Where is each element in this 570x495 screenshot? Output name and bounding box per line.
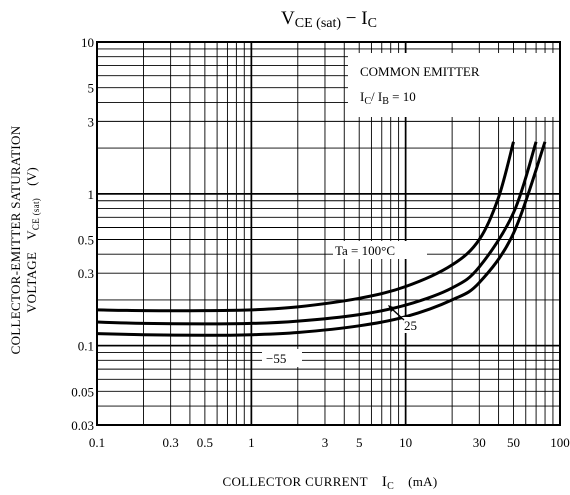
leader-25 [391, 308, 405, 321]
series-label-m55: −55 [266, 351, 286, 366]
x-tick-label: 5 [356, 435, 363, 450]
y-tick-label: 0.3 [78, 266, 94, 281]
series-label-ta100: Ta = 100°C [335, 243, 395, 258]
series-curves [96, 141, 547, 337]
x-tick-label: 100 [550, 435, 570, 450]
plot-frame [96, 41, 561, 426]
series-line-2 [96, 141, 547, 337]
y-tick-labels: 10 5 3 1 0.5 0.3 0.1 0.05 0.03 [71, 35, 94, 433]
y-tick-label: 0.03 [71, 418, 94, 433]
y-axis-label-line1: COLLECTOR-EMITTER SATURATION [8, 125, 23, 354]
series-labels: Ta = 100°C 25 −55 [262, 241, 427, 367]
y-tick-label: 5 [88, 81, 95, 96]
label-m55-bg [262, 349, 302, 367]
leader-25-arrow [388, 305, 396, 312]
y-tick-label: 10 [81, 35, 94, 50]
y-axis-label: COLLECTOR-EMITTER SATURATION VOLTAGEVCE … [8, 125, 41, 354]
series-line-1 [96, 141, 538, 326]
chart-title: VCE (sat) − IC [281, 8, 377, 31]
condition-line-1: COMMON EMITTER [360, 64, 480, 79]
plot-area [96, 41, 561, 426]
condition-line-2: IC/ IB = 10 [360, 89, 416, 107]
x-tick-label: 0.1 [89, 435, 105, 450]
ta-label-bg [333, 241, 427, 259]
x-tick-label: 3 [322, 435, 329, 450]
x-tick-label: 0.3 [163, 435, 179, 450]
x-tick-label: 10 [399, 435, 412, 450]
series-line-0 [96, 141, 515, 313]
condition-box: COMMON EMITTER IC/ IB = 10 [348, 53, 559, 117]
y-tick-label: 0.5 [78, 233, 94, 248]
x-axis-label: COLLECTOR CURRENT IC (mA) [223, 474, 438, 492]
x-tick-label: 1 [248, 435, 255, 450]
x-tick-labels: 0.1 0.3 0.5 1 3 5 10 30 50 100 [89, 435, 570, 450]
label-25-bg [402, 317, 426, 333]
series-label-25: 25 [404, 318, 417, 333]
x-tick-label: 0.5 [197, 435, 213, 450]
y-tick-label: 1 [88, 187, 95, 202]
x-tick-label: 50 [507, 435, 520, 450]
x-tick-label: 30 [473, 435, 486, 450]
y-tick-label: 0.1 [78, 339, 94, 354]
y-axis-label-line2: VOLTAGEVCE (sat)(V) [24, 167, 41, 313]
condition-box-bg [348, 53, 559, 117]
grid-lines [96, 41, 561, 426]
y-tick-label: 0.05 [71, 384, 94, 399]
y-tick-label: 3 [88, 114, 95, 129]
